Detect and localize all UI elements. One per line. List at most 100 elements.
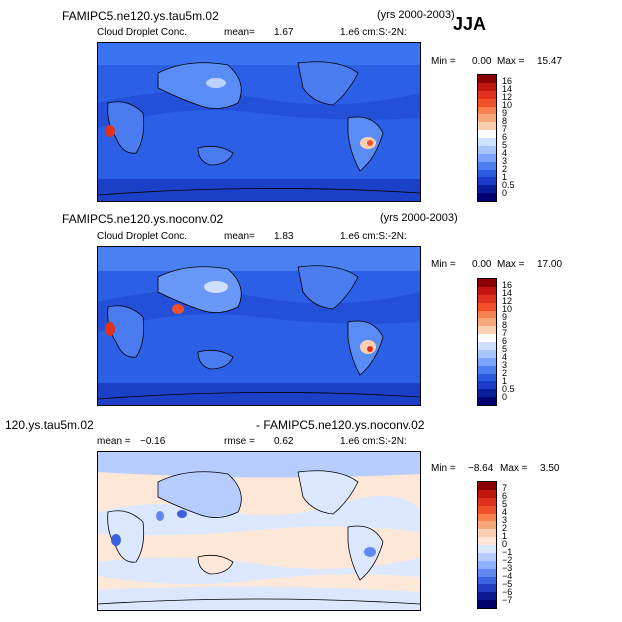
colorbar-swatch — [478, 389, 496, 398]
panel2-min-value: 0.00 — [472, 259, 492, 270]
colorbar-swatch — [478, 279, 496, 287]
panel1-max-label: Max = — [497, 56, 525, 67]
colorbar-tick-label: 6 — [502, 491, 508, 501]
colorbar-tick-label: 0.5 — [502, 180, 515, 190]
panel2-map — [97, 246, 421, 406]
panel1-map — [97, 42, 421, 202]
colorbar-swatch — [478, 545, 496, 553]
colorbar-swatch — [478, 381, 496, 390]
season-label: JJA — [453, 14, 487, 34]
colorbar-tick-label: 14 — [502, 288, 513, 298]
panel1-units: 1.e6 cm:S:-2N: — [340, 27, 407, 38]
panel2-min-label: Min = — [431, 259, 456, 270]
colorbar-swatch — [478, 310, 496, 319]
colorbar-tick-label: −4 — [502, 571, 513, 581]
colorbar-tick-label: −3 — [502, 563, 513, 573]
panel3-rmse-label: rmse = — [224, 436, 255, 447]
colorbar-tick-label: 0 — [502, 539, 508, 549]
colorbar-swatch — [478, 489, 496, 498]
colorbar-tick-label: 9 — [502, 108, 508, 118]
panel1-max-value: 15.47 — [537, 56, 563, 67]
colorbar-tick-label: 0.5 — [502, 384, 515, 394]
panel2-max-value: 17.00 — [537, 259, 563, 270]
panel1-variable: Cloud Droplet Conc. — [97, 27, 188, 38]
colorbar-swatch — [478, 365, 496, 374]
colorbar-tick-label: 8 — [502, 320, 508, 330]
colorbar-swatch — [478, 98, 496, 107]
colorbar-tick-label: 7 — [502, 483, 508, 493]
panel2-max-label: Max = — [497, 259, 525, 270]
panel3-rmse-value: 0.62 — [274, 436, 294, 447]
colorbar-swatch — [478, 357, 496, 366]
colorbar-tick-label: 1 — [502, 376, 508, 386]
colorbar-tick-label: 16 — [502, 280, 513, 290]
panel3-mean-value: −0.16 — [140, 436, 166, 447]
colorbar-tick-label: 0 — [502, 392, 508, 402]
panel1-mean-label: mean= — [224, 27, 255, 38]
colorbar-swatch — [478, 177, 496, 186]
panel3-max-label: Max = — [500, 463, 528, 474]
colorbar-tick-label: 5 — [502, 140, 508, 150]
colorbar-tick-label: 7 — [502, 124, 508, 134]
colorbar-tick-label: 9 — [502, 312, 508, 322]
colorbar-swatch — [478, 302, 496, 311]
colorbar-tick-label: 6 — [502, 132, 508, 142]
colorbar-tick-label: 4 — [502, 507, 508, 517]
panel3-units: 1.e6 cm:S:-2N: — [340, 436, 407, 447]
colorbar-tick-label: −1 — [502, 547, 513, 557]
colorbar-swatch — [478, 584, 496, 593]
colorbar-swatch — [478, 600, 496, 608]
colorbar-swatch — [478, 521, 496, 530]
colorbar-tick-label: 10 — [502, 304, 513, 314]
colorbar-tick-label: 16 — [502, 76, 513, 86]
colorbar-swatch — [478, 334, 496, 342]
colorbar-tick-label: −5 — [502, 579, 513, 589]
panel2-title: FAMIPC5.ne120.ys.noconv.02 — [62, 212, 224, 226]
colorbar-tick-label: 4 — [502, 352, 508, 362]
colorbar-swatch — [478, 294, 496, 303]
colorbar-swatch — [478, 552, 496, 561]
colorbar-swatch — [478, 349, 496, 358]
colorbar-tick-label: −6 — [502, 587, 513, 597]
colorbar-swatch — [478, 122, 496, 131]
colorbar-swatch — [478, 513, 496, 522]
colorbar-swatch — [478, 318, 496, 327]
colorbar-tick-label: 6 — [502, 336, 508, 346]
colorbar-swatch — [478, 326, 496, 335]
panel3-title-left: 120.ys.tau5m.02 — [5, 418, 94, 432]
panel3-max-value: 3.50 — [540, 463, 560, 474]
colorbar-swatch — [478, 373, 496, 382]
colorbar-tick-label: −2 — [502, 555, 513, 565]
panel1-map-graphic — [98, 43, 420, 201]
panel3-mean-label: mean = — [97, 436, 131, 447]
panel1-mean-value: 1.67 — [274, 27, 294, 38]
panel2-variable: Cloud Droplet Conc. — [97, 231, 188, 242]
colorbar-swatch — [478, 560, 496, 569]
panel2-units: 1.e6 cm:S:-2N: — [340, 231, 407, 242]
colorbar-swatch — [478, 497, 496, 506]
panel3-min-label: Min = — [431, 463, 456, 474]
panel1-min-value: 0.00 — [472, 56, 492, 67]
panel1-years: (yrs 2000-2003) — [377, 9, 455, 21]
panel3-colorbar — [477, 481, 497, 609]
colorbar-tick-label: 3 — [502, 360, 508, 370]
colorbar-tick-label: 1 — [502, 172, 508, 182]
colorbar-swatch — [478, 482, 496, 490]
colorbar-swatch — [478, 193, 496, 201]
panel1-colorbar — [477, 74, 497, 202]
panel2-mean-value: 1.83 — [274, 231, 294, 242]
colorbar-tick-label: 3 — [502, 515, 508, 525]
panel2-map-graphic — [98, 247, 420, 405]
colorbar-swatch — [478, 576, 496, 585]
colorbar-swatch — [478, 286, 496, 295]
colorbar-tick-label: 2 — [502, 368, 508, 378]
colorbar-swatch — [478, 106, 496, 115]
colorbar-swatch — [478, 537, 496, 545]
colorbar-swatch — [478, 130, 496, 138]
colorbar-tick-label: 12 — [502, 296, 513, 306]
colorbar-swatch — [478, 342, 496, 350]
colorbar-tick-label: 7 — [502, 328, 508, 338]
colorbar-tick-label: 2 — [502, 164, 508, 174]
colorbar-swatch — [478, 185, 496, 194]
colorbar-swatch — [478, 82, 496, 91]
